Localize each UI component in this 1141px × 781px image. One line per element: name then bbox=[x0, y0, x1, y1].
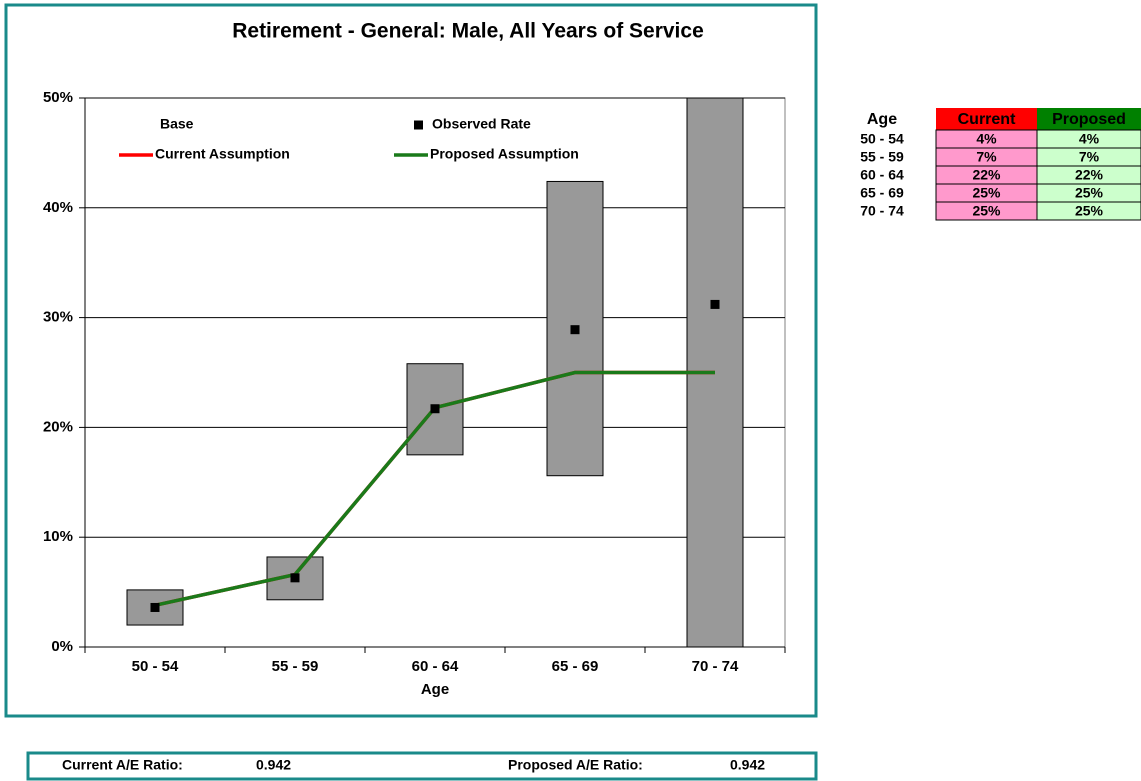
legend-label: Proposed Assumption bbox=[430, 146, 579, 162]
table-text: 50 - 54 bbox=[860, 131, 904, 147]
table-text: 25% bbox=[972, 185, 1001, 201]
x-tick-label: 50 - 54 bbox=[132, 658, 179, 675]
observed-marker bbox=[290, 573, 300, 583]
x-tick-label: 65 - 69 bbox=[552, 658, 599, 675]
table-text: 4% bbox=[976, 131, 997, 147]
observed-marker bbox=[150, 602, 160, 612]
y-tick-label: 0% bbox=[51, 638, 73, 655]
table-header: Age bbox=[867, 111, 897, 128]
y-tick-label: 50% bbox=[43, 89, 73, 106]
x-tick-label: 70 - 74 bbox=[692, 658, 739, 675]
table-header: Proposed bbox=[1052, 111, 1126, 128]
plot-layer bbox=[126, 98, 744, 647]
x-tick-label: 55 - 59 bbox=[272, 658, 319, 675]
legend-label: Current Assumption bbox=[155, 146, 290, 162]
y-tick-label: 20% bbox=[43, 418, 73, 435]
legend-swatch bbox=[414, 120, 423, 130]
table-text: 7% bbox=[1079, 149, 1100, 165]
legend-label: Observed Rate bbox=[432, 116, 531, 132]
footer-value: 0.942 bbox=[730, 757, 765, 773]
y-tick-label: 30% bbox=[43, 309, 73, 326]
footer-box bbox=[26, 751, 818, 781]
table-header-cell bbox=[936, 108, 1037, 130]
table-text: 25% bbox=[972, 203, 1001, 219]
table-text: 4% bbox=[1079, 131, 1100, 147]
footer-label: Current A/E Ratio: bbox=[62, 757, 183, 773]
table-header-cell bbox=[1037, 108, 1141, 130]
observed-marker bbox=[710, 299, 720, 309]
table-cell bbox=[1036, 201, 1141, 221]
table-text: 25% bbox=[1075, 185, 1104, 201]
legend-label: Base bbox=[160, 116, 194, 132]
table-header: Current bbox=[958, 111, 1016, 128]
table-text: 25% bbox=[1075, 203, 1104, 219]
y-tick-label: 40% bbox=[43, 199, 73, 216]
observed-marker bbox=[430, 404, 440, 414]
footer-value: 0.942 bbox=[256, 757, 291, 773]
y-tick-label: 10% bbox=[43, 528, 73, 545]
table-text: 22% bbox=[1075, 167, 1104, 183]
table-text: 65 - 69 bbox=[860, 185, 904, 201]
table-text: 70 - 74 bbox=[860, 203, 904, 219]
observed-marker bbox=[570, 325, 580, 335]
table-text: 60 - 64 bbox=[860, 167, 904, 183]
footer-label: Proposed A/E Ratio: bbox=[508, 757, 643, 773]
x-axis-label: Age bbox=[421, 681, 449, 698]
table-text: 55 - 59 bbox=[860, 149, 904, 165]
table-text: 7% bbox=[976, 149, 997, 165]
chart-title: Retirement - General: Male, All Years of… bbox=[232, 20, 704, 43]
x-tick-label: 60 - 64 bbox=[412, 658, 459, 675]
table-text: 22% bbox=[972, 167, 1001, 183]
